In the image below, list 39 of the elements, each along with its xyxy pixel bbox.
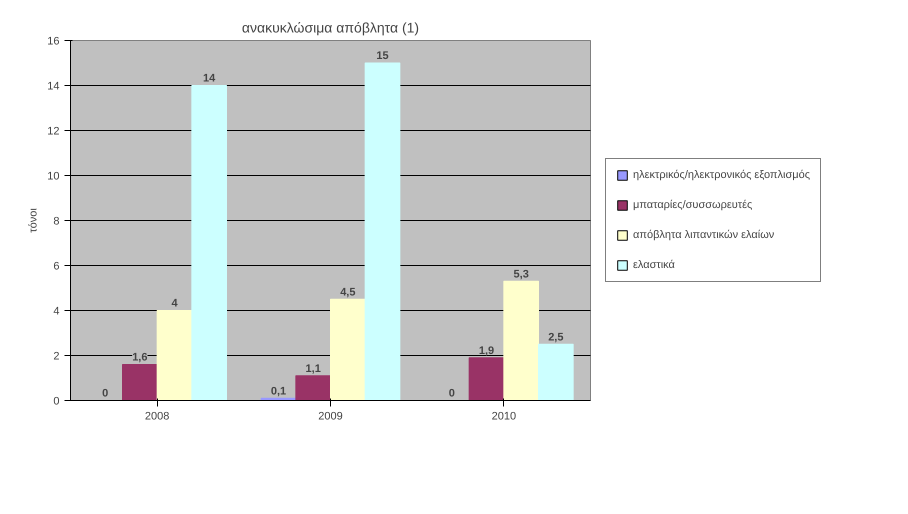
bar bbox=[364, 62, 400, 400]
y-tick-label: 4 bbox=[53, 306, 60, 318]
y-axis-title: τόνοι bbox=[27, 208, 40, 233]
data-label: 1,6 bbox=[132, 352, 148, 364]
data-label: 1,1 bbox=[306, 362, 321, 375]
data-label: 14 bbox=[203, 72, 216, 84]
bar bbox=[468, 357, 504, 400]
bar bbox=[122, 364, 158, 400]
chart-title: ανακυκλώσιμα απόβλητα (1) bbox=[242, 20, 420, 36]
data-label: 5,3 bbox=[514, 268, 529, 280]
bar bbox=[156, 310, 192, 400]
data-label: 0,1 bbox=[270, 385, 286, 398]
y-tick-label: 16 bbox=[47, 36, 60, 48]
y-tick-label: 6 bbox=[53, 260, 60, 272]
legend-label: μπαταρίες/συσσωρευτές bbox=[633, 199, 752, 211]
data-label: 4 bbox=[171, 298, 178, 310]
bar bbox=[330, 298, 366, 400]
legend-label: ηλεκτρικός/ηλεκτρονικός εξοπλισμός bbox=[633, 169, 810, 181]
bar bbox=[538, 344, 574, 400]
y-tick-label: 12 bbox=[47, 126, 60, 138]
bar bbox=[503, 280, 539, 400]
y-tick-label: 0 bbox=[53, 396, 60, 408]
y-tick-label: 14 bbox=[47, 80, 60, 92]
x-tick-label: 2010 bbox=[492, 410, 516, 422]
legend-label: ελαστικά bbox=[633, 259, 675, 271]
x-tick-label: 2009 bbox=[318, 410, 343, 422]
data-label: 15 bbox=[376, 50, 389, 62]
data-label: 2,5 bbox=[548, 331, 564, 344]
legend-label: απόβλητα λιπαντικών ελαίων bbox=[633, 229, 774, 241]
data-label: 0 bbox=[102, 388, 108, 400]
data-label: 1,9 bbox=[478, 344, 494, 357]
x-tick-label: 2008 bbox=[144, 410, 170, 422]
y-tick-label: 10 bbox=[47, 170, 60, 182]
y-tick-label: 2 bbox=[53, 350, 60, 362]
bar bbox=[191, 85, 227, 400]
data-label: 0 bbox=[448, 388, 455, 400]
bar bbox=[295, 375, 331, 400]
y-tick-label: 8 bbox=[53, 216, 60, 228]
data-label: 4,5 bbox=[340, 286, 356, 298]
